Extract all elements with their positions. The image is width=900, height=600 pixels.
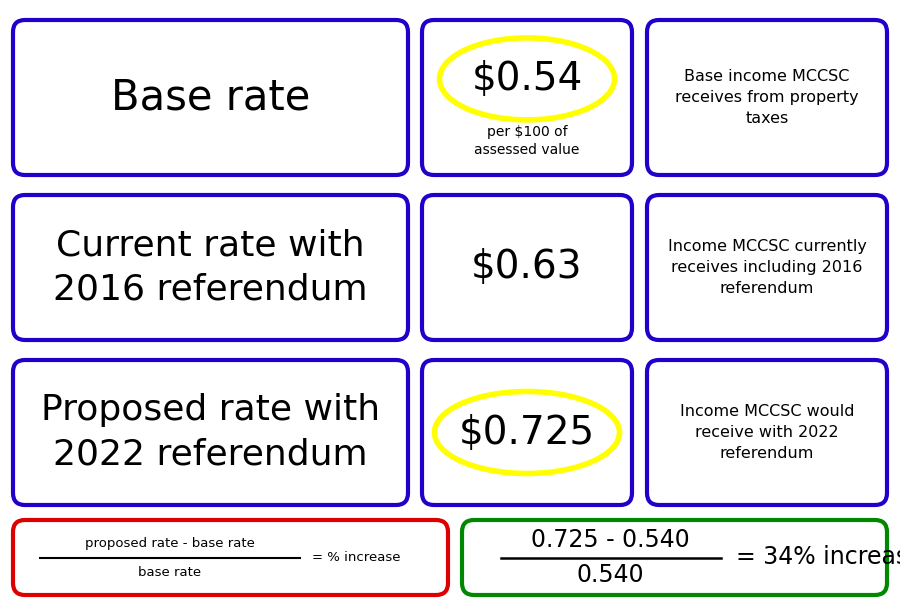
Text: Current rate with
2016 referendum: Current rate with 2016 referendum — [53, 228, 368, 307]
FancyBboxPatch shape — [422, 360, 632, 505]
FancyBboxPatch shape — [13, 520, 448, 595]
Text: Base income MCCSC
receives from property
taxes: Base income MCCSC receives from property… — [675, 69, 859, 126]
FancyBboxPatch shape — [13, 20, 408, 175]
FancyBboxPatch shape — [422, 20, 632, 175]
Text: 0.540: 0.540 — [577, 563, 644, 587]
Text: base rate: base rate — [138, 565, 202, 578]
FancyBboxPatch shape — [647, 20, 887, 175]
Text: $0.725: $0.725 — [459, 413, 595, 452]
FancyBboxPatch shape — [647, 195, 887, 340]
Text: Proposed rate with
2022 referendum: Proposed rate with 2022 referendum — [40, 393, 380, 472]
Text: = % increase: = % increase — [311, 551, 400, 564]
FancyBboxPatch shape — [422, 195, 632, 340]
Text: = 34% increase: = 34% increase — [736, 545, 900, 569]
FancyBboxPatch shape — [13, 195, 408, 340]
FancyBboxPatch shape — [647, 360, 887, 505]
FancyBboxPatch shape — [462, 520, 887, 595]
Text: proposed rate - base rate: proposed rate - base rate — [85, 536, 255, 550]
Text: 0.725 - 0.540: 0.725 - 0.540 — [531, 528, 690, 552]
Text: $0.54: $0.54 — [472, 60, 582, 98]
Text: Income MCCSC currently
receives including 2016
referendum: Income MCCSC currently receives includin… — [668, 239, 867, 296]
Text: Income MCCSC would
receive with 2022
referendum: Income MCCSC would receive with 2022 ref… — [680, 404, 854, 461]
FancyBboxPatch shape — [13, 360, 408, 505]
Text: $0.63: $0.63 — [472, 248, 583, 286]
Text: per $100 of
assessed value: per $100 of assessed value — [474, 125, 580, 157]
Text: Base rate: Base rate — [111, 76, 310, 118]
